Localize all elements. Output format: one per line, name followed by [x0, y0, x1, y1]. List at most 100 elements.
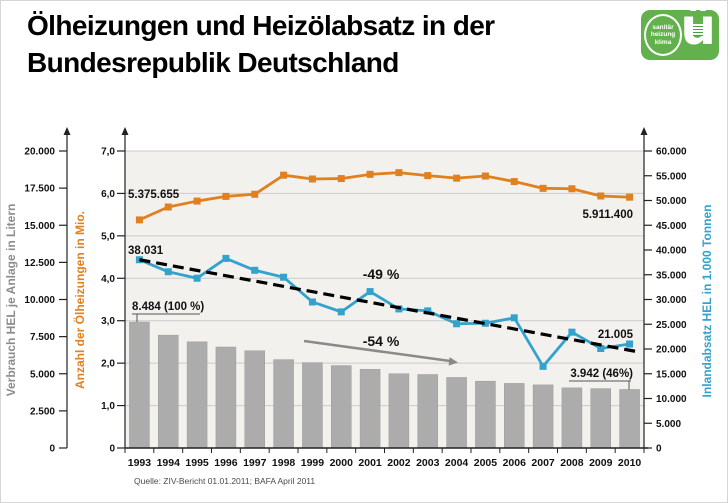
hel-sales-point-1997 — [251, 266, 259, 274]
shk-innung-logo: sanitär heizung klima ü — [641, 1, 719, 60]
bar-1994 — [158, 334, 179, 449]
axis-title-millions: Anzahl der Ölheizungen in Mio. — [72, 211, 87, 389]
oil-heatings-point-1994 — [164, 203, 172, 211]
bar-2004 — [446, 377, 467, 449]
bar-2007 — [532, 384, 554, 449]
hel-sales-point-1998 — [280, 273, 288, 281]
axis-right-tonnes-tick-label: 5.000 — [656, 419, 681, 430]
year-label-2006: 2006 — [503, 457, 527, 469]
hel-sales-point-1996 — [222, 254, 230, 262]
hel-sales-point-2010 — [626, 340, 634, 348]
axis-right-tonnes-tick-label: 40.000 — [656, 246, 687, 257]
bar-1998 — [273, 359, 294, 449]
year-label-2009: 2009 — [589, 457, 613, 469]
label-first-sales: 38.031 — [128, 245, 164, 257]
oil-heatings-point-2010 — [626, 193, 634, 201]
bar-1997 — [244, 350, 265, 449]
axis-right-tonnes-arrow — [640, 127, 648, 135]
hel-sales-point-2006 — [510, 314, 518, 322]
logo-text-heizung: heizung — [650, 31, 676, 39]
logo-text-klima: klima — [654, 38, 672, 46]
axis-left-millions-tick-label: 1,0 — [101, 401, 115, 412]
axis-left-liters-tick-label: 12.500 — [24, 258, 55, 269]
oil-heatings-point-2003 — [424, 172, 432, 180]
label-first-bar: 8.484 (100 %) — [132, 301, 204, 313]
hel-sales-line — [138, 257, 630, 368]
year-label-1997: 1997 — [243, 457, 267, 469]
year-label-2002: 2002 — [387, 457, 411, 469]
year-label-2000: 2000 — [330, 457, 354, 469]
oil-heatings-point-2008 — [568, 185, 576, 193]
bar-2003 — [417, 374, 438, 449]
axis-left-liters-tick-label: 15.000 — [24, 221, 55, 232]
oil-heatings-point-2001 — [366, 170, 374, 178]
oil-heatings-point-2005 — [481, 172, 489, 180]
bar-2002 — [388, 373, 410, 449]
axis-left-millions-tick-label: 4,0 — [101, 274, 115, 285]
bar-1999 — [302, 362, 323, 449]
axis-left-millions-tick-label: 7,0 — [101, 147, 115, 158]
axis-left-millions-tick-label: 2,0 — [101, 359, 115, 370]
axis-right-tonnes-tick-label: 50.000 — [656, 196, 687, 207]
bar-2005 — [475, 380, 496, 449]
hel-sales-point-2005 — [481, 319, 489, 327]
axis-left-liters-tick-label: 10.000 — [24, 295, 55, 306]
label-trend-sales: -49 % — [363, 266, 400, 282]
bar-2008 — [561, 387, 583, 449]
bar-2006 — [504, 383, 525, 449]
label-last-heatings: 5.911.400 — [582, 209, 633, 221]
axis-right-tonnes-tick-label: 20.000 — [656, 345, 687, 356]
axis-right-tonnes-tick-label: 55.000 — [656, 171, 687, 182]
hel-sales-point-1999 — [308, 298, 316, 306]
header: Ölheizungen und Heizölabsatz in der Bunde… — [27, 1, 723, 81]
hel-sales-point-2001 — [366, 288, 374, 296]
axis-right-tonnes-tick-label: 25.000 — [656, 320, 687, 331]
oil-heatings-point-2009 — [597, 192, 605, 200]
oil-heatings-point-1997 — [251, 190, 259, 198]
title-line-2: Bundesrepublik Deutschland — [27, 47, 399, 78]
axis-right-tonnes-tick-label: 30.000 — [656, 295, 687, 306]
oil-heatings-point-1993 — [135, 216, 143, 224]
oil-heatings-point-1995 — [193, 197, 201, 205]
axis-left-millions-arrow — [121, 127, 129, 135]
label-first-heatings: 5.375.655 — [128, 189, 180, 201]
hel-sales-point-2007 — [539, 362, 547, 370]
page-title: Ölheizungen und Heizölabsatz in der Bunde… — [27, 7, 723, 81]
year-label-2007: 2007 — [531, 457, 555, 469]
source-note: Quelle: ZIV-Bericht 01.01.2011; BAFA Apr… — [134, 476, 316, 486]
axis-title-liters: Verbrauch HEL je Anlage in Litern — [4, 204, 18, 397]
oil-heatings-point-1996 — [222, 192, 230, 200]
axis-right-tonnes-tick-label: 10.000 — [656, 394, 687, 405]
year-label-1993: 1993 — [128, 457, 152, 469]
year-label-1999: 1999 — [301, 457, 325, 469]
bar-2001 — [359, 369, 381, 449]
oil-heatings-line — [138, 171, 630, 222]
year-label-1995: 1995 — [185, 457, 209, 469]
oil-heatings-point-2004 — [453, 174, 461, 182]
axis-left-liters-tick-label: 17.500 — [24, 184, 55, 195]
bar-2000 — [331, 365, 352, 449]
hel-sales-point-1994 — [164, 268, 172, 276]
year-label-2008: 2008 — [560, 457, 584, 469]
hel-sales-point-2008 — [568, 328, 576, 336]
axis-right-tonnes-tick-label: 0 — [656, 444, 662, 455]
label-last-bar: 3.942 (46%) — [570, 368, 633, 380]
consumption-arrow — [303, 339, 451, 363]
axis-left-liters-tick-label: 7.500 — [30, 332, 55, 343]
axis-left-liters-tick-label: 5.000 — [30, 369, 55, 380]
year-label-1996: 1996 — [214, 457, 238, 469]
hel-sales-point-2003 — [424, 307, 432, 315]
axis-right-tonnes-tick-label: 45.000 — [656, 221, 687, 232]
oil-heatings-point-2006 — [510, 178, 518, 186]
hel-sales-point-2000 — [337, 308, 345, 316]
logo-cert-block — [693, 24, 703, 36]
oil-heatings-point-2002 — [395, 169, 403, 177]
axis-right-tonnes-tick-label: 15.000 — [656, 369, 687, 380]
axis-left-millions-tick-label: 0 — [109, 444, 115, 455]
hel-sales-point-1995 — [193, 274, 201, 282]
axis-left-liters-tick-label: 0 — [49, 444, 55, 455]
label-last-sales: 21.005 — [598, 329, 634, 341]
axis-left-millions-tick-label: 3,0 — [101, 316, 115, 327]
